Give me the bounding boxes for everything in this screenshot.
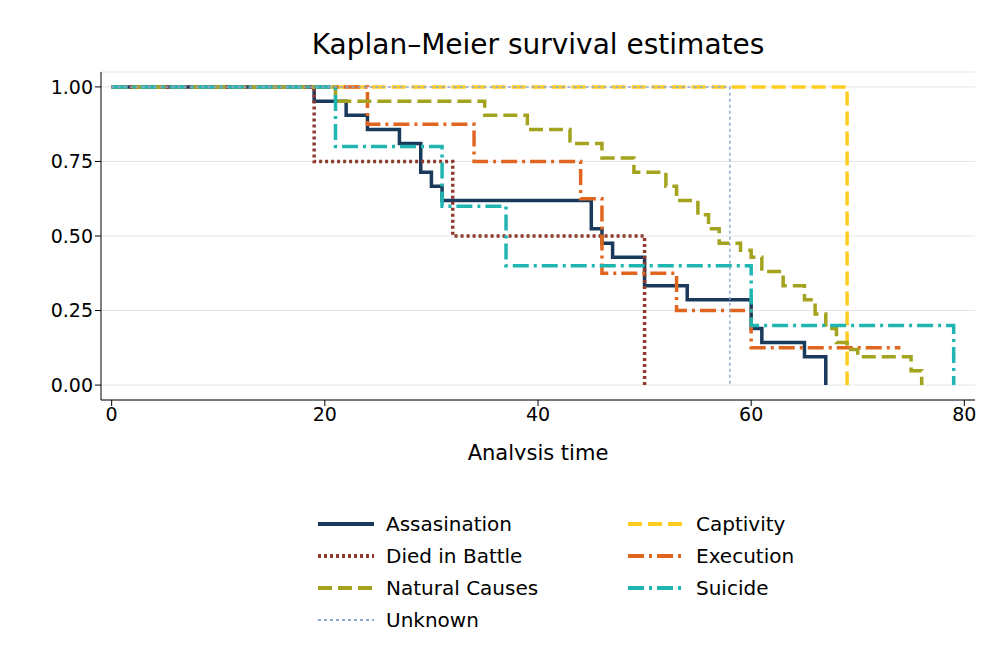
html-text:Natural Causes: Natural Causes bbox=[386, 576, 539, 600]
svg-text:20: 20 bbox=[313, 403, 337, 425]
html-text:Kaplan–Meier survival estimate: Kaplan–Meier survival estimates bbox=[311, 28, 765, 61]
html-text:Captivity: Captivity bbox=[696, 512, 786, 536]
html-text:Unknown: Unknown bbox=[386, 608, 479, 632]
html-text:Execution: Execution bbox=[696, 544, 795, 568]
svg-text:1.00: 1.00 bbox=[51, 76, 93, 98]
svg-text:0.00: 0.00 bbox=[51, 374, 93, 396]
svg-text:0: 0 bbox=[106, 403, 118, 425]
html-text:Died in Battle: Died in Battle bbox=[386, 544, 523, 568]
svg-text:0.50: 0.50 bbox=[51, 225, 93, 247]
svg-text:40: 40 bbox=[526, 403, 550, 425]
svg-text:80: 80 bbox=[952, 403, 976, 425]
svg-text:Analysis time: Analysis time bbox=[468, 441, 609, 460]
svg-text:0.25: 0.25 bbox=[51, 299, 93, 321]
svg-text:0.75: 0.75 bbox=[51, 150, 93, 172]
svg-text:60: 60 bbox=[739, 403, 763, 425]
html-text:Suicide: Suicide bbox=[696, 576, 769, 600]
html-text:Assasination: Assasination bbox=[386, 512, 512, 536]
